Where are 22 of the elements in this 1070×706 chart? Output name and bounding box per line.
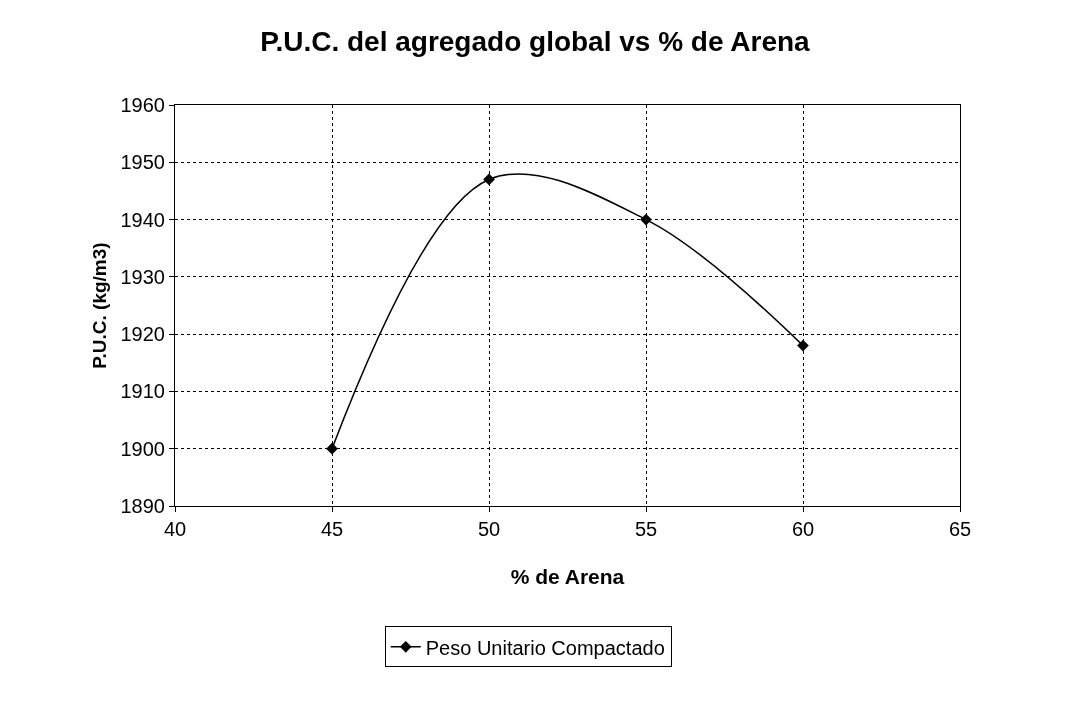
x-tick-label: 65: [948, 518, 972, 540]
y-tick-label: 1920: [120, 323, 165, 346]
y-tick-label: 1940: [120, 208, 165, 231]
x-axis-title: % de Arena: [510, 565, 625, 589]
point: [640, 213, 652, 226]
y-axis-title: P.U.C. (kg/m3): [89, 242, 111, 369]
point: [326, 442, 338, 455]
y-tick-label: 1890: [120, 495, 165, 517]
y-tick-label: 1930: [120, 265, 165, 288]
x-tick-label: 40: [163, 518, 187, 540]
x-tick-label: 45: [320, 518, 344, 540]
y-tick-label: 1910: [120, 380, 165, 403]
y-tick-label: 1960: [120, 94, 165, 116]
x-tick-label: 60: [791, 518, 815, 540]
chart-title: P.U.C. del agregado global vs % de Arena: [260, 26, 811, 58]
x-tick-label: 55: [634, 518, 658, 540]
y-tick-label: 1900: [120, 437, 165, 460]
point: [483, 173, 495, 186]
legend-label: Peso Unitario Compactado: [425, 636, 665, 659]
point: [797, 339, 809, 352]
y-tick-label: 1950: [120, 151, 165, 174]
x-tick-label: 50: [477, 518, 501, 540]
